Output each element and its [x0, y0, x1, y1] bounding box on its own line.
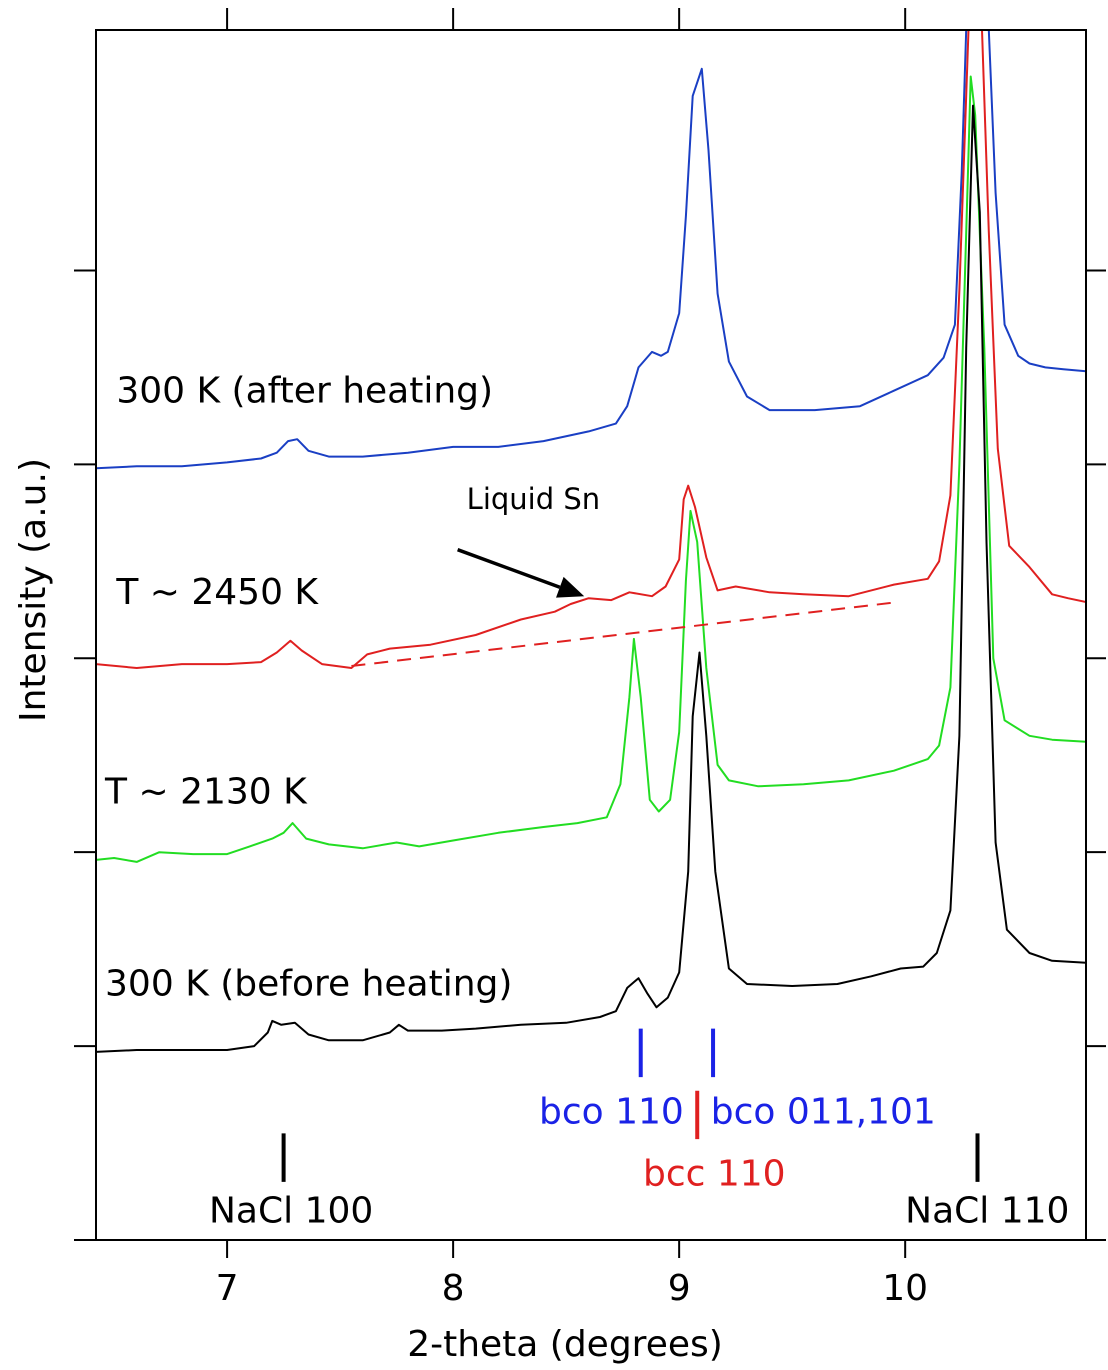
series-line-300-k-after-heating-0: [96, 30, 968, 470]
annotation-300-k-before-heating: 300 K (before heating): [105, 964, 512, 1005]
annotation-nacl-100: NaCl 100: [209, 1191, 373, 1232]
x-tick-label-10: 10: [882, 1268, 928, 1309]
x-tick-label-9: 9: [668, 1268, 691, 1309]
series-line-300-k-after-heating-1: [987, 30, 1086, 373]
series-line-t-2130-k-4: [96, 75, 1086, 863]
series-line-300-k-before-heating-5: [96, 104, 1086, 1053]
annotation-t-2450-k: T ~ 2450 K: [115, 572, 319, 613]
x-tick-label-8: 8: [442, 1268, 465, 1309]
liquid-sn-arrow-shaft: [457, 548, 561, 589]
annotation-bco-110: bco 110: [539, 1092, 684, 1133]
annotation-t-2130-k: T ~ 2130 K: [104, 772, 308, 813]
annotation-300-k-after-heating: 300 K (after heating): [116, 370, 493, 411]
liquid-sn-baseline: [351, 601, 899, 668]
series-line-t-2450-k-3: [981, 30, 1086, 603]
axis-layer: 7 8 9 10: [74, 8, 1106, 1309]
y-axis-label: Intensity (a.u.): [13, 458, 54, 722]
x-axis-label: 2-theta (degrees): [407, 1324, 723, 1365]
series-line-t-2450-k-2: [96, 30, 970, 669]
x-tick-label-7: 7: [216, 1268, 239, 1309]
annotation-bco-011-101: bco 011,101: [711, 1092, 936, 1133]
annotation-bcc-110: bcc 110: [643, 1154, 786, 1195]
series-layer: [96, 30, 1086, 1053]
annotation-nacl-110: NaCl 110: [905, 1191, 1069, 1232]
annotation-liquid-sn: Liquid Sn: [467, 482, 600, 516]
overlay-layer: 300 K (after heating) T ~ 2450 K T ~ 2130 …: [104, 370, 1069, 1231]
plot-frame: [95, 29, 1087, 1241]
liquid-sn-arrow-head: [556, 576, 585, 598]
